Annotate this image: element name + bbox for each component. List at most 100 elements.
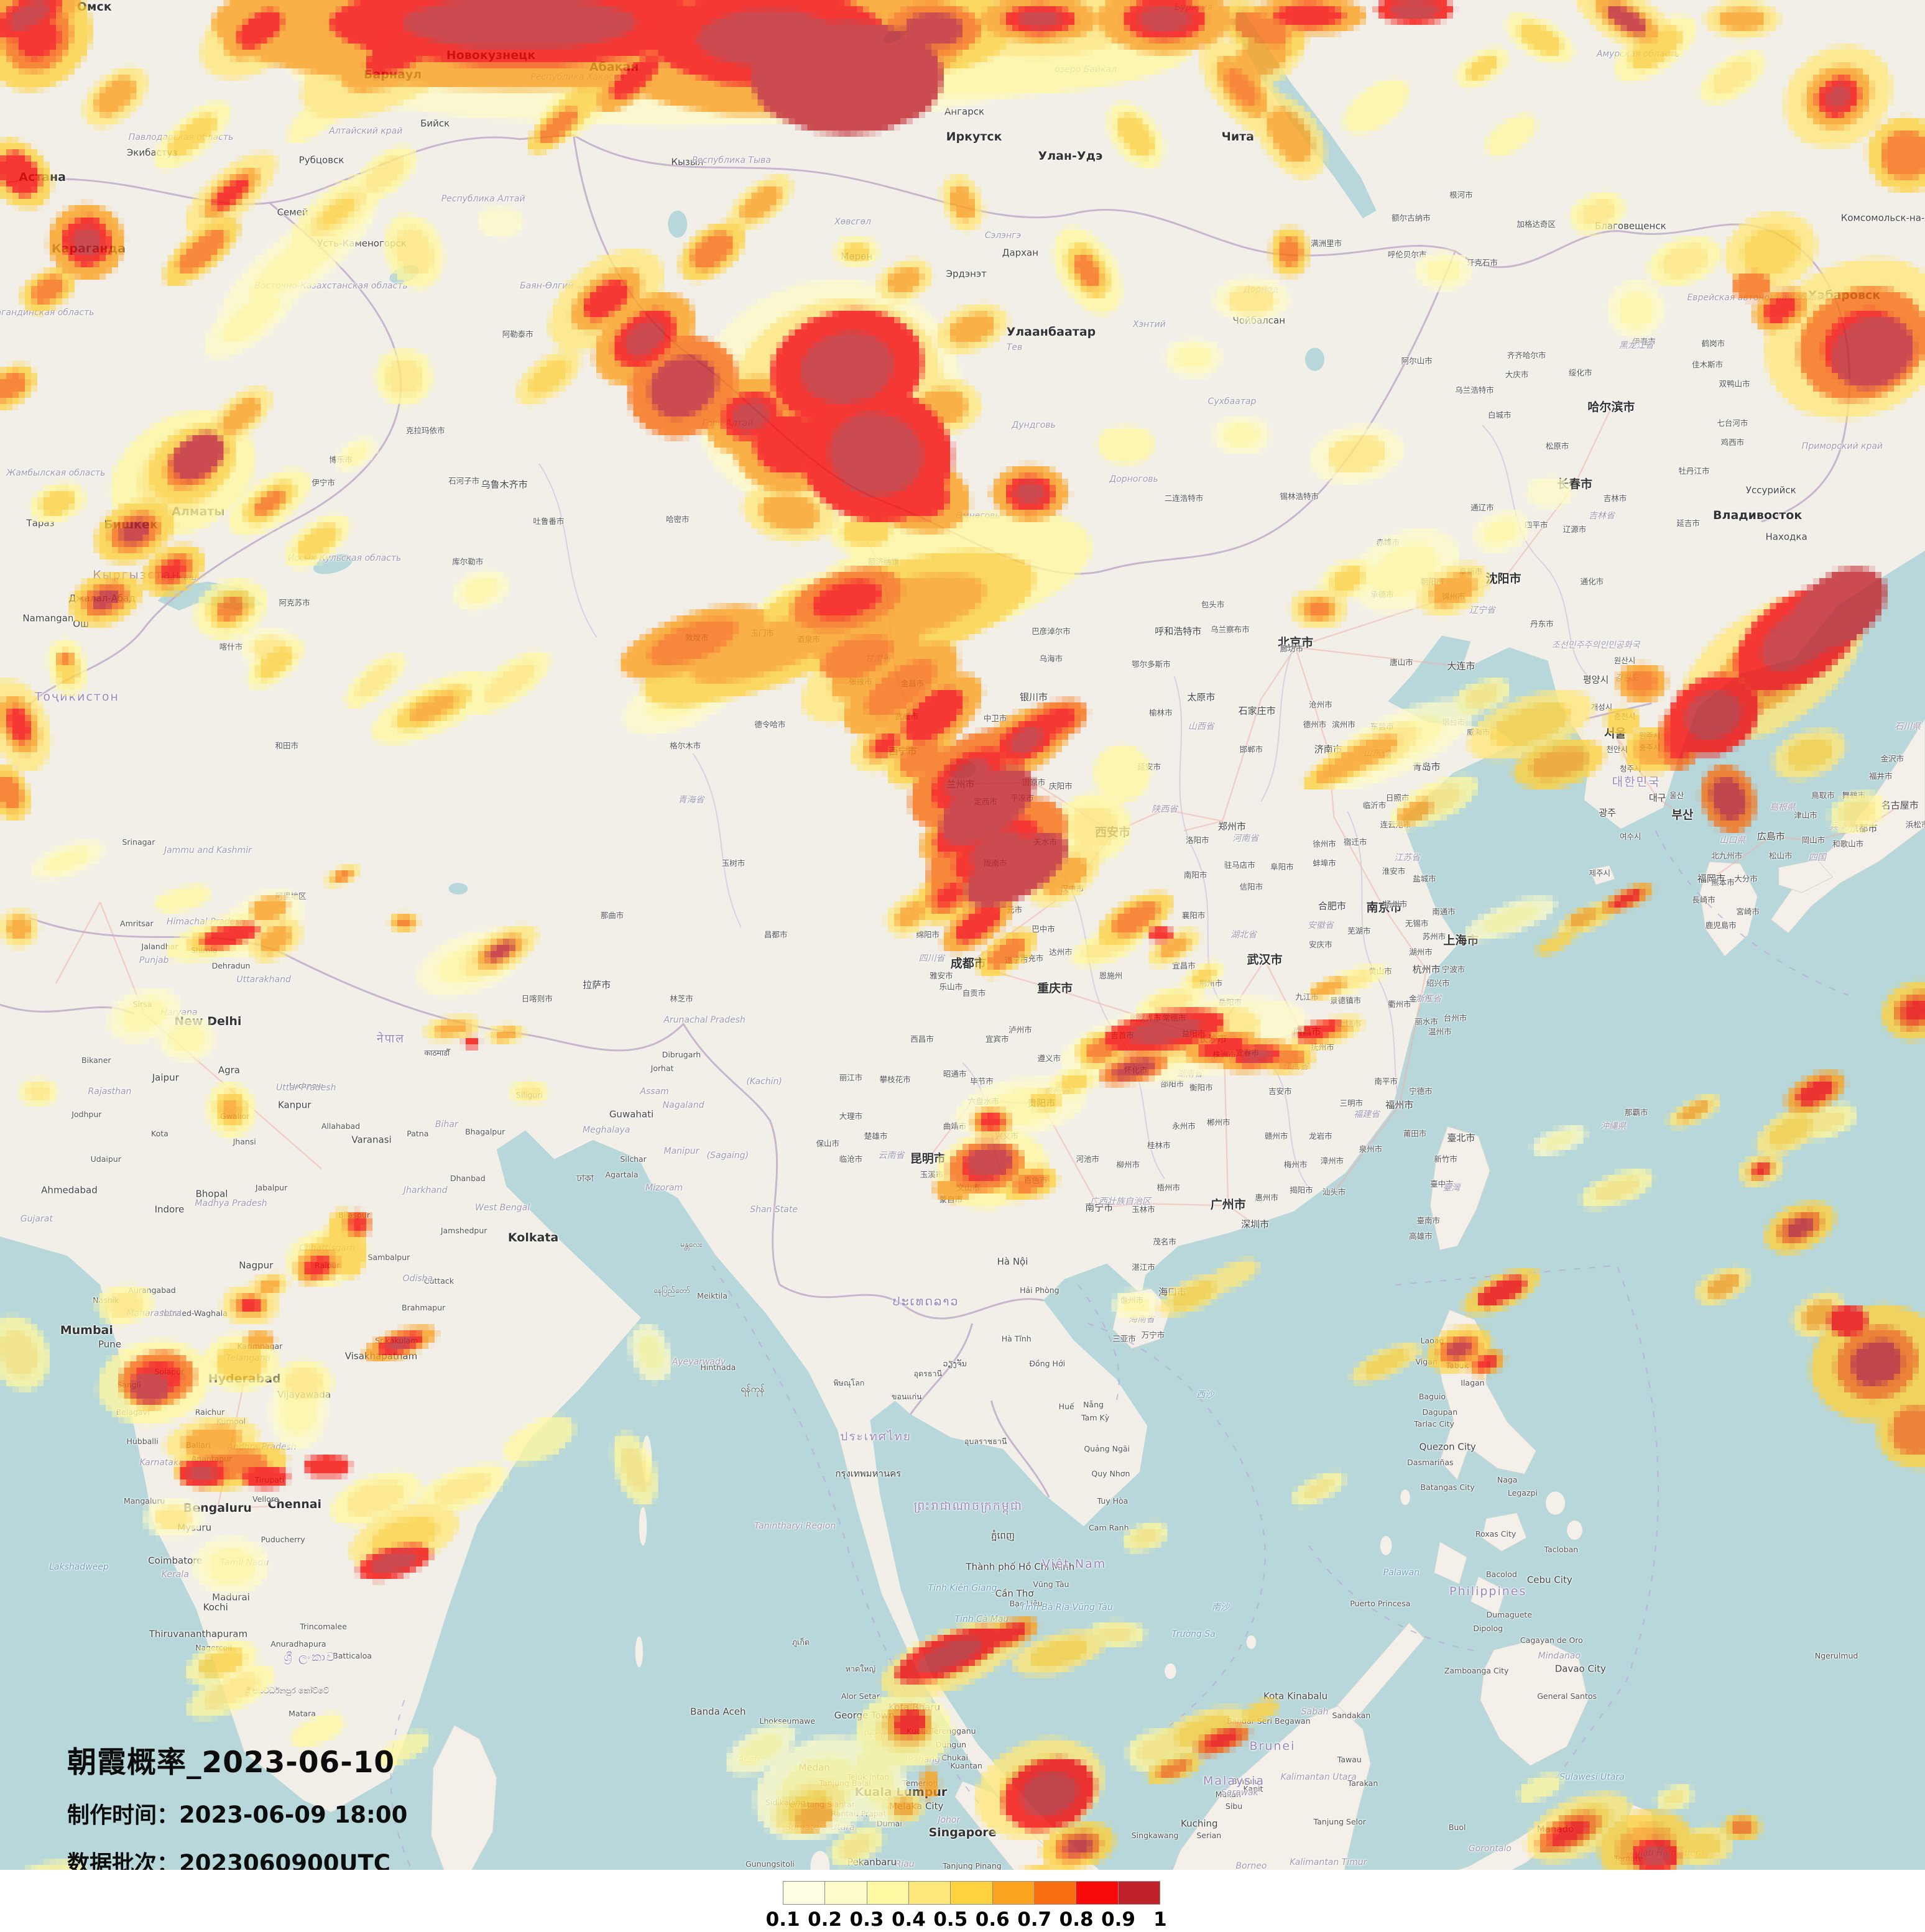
- town-label: Sangli: [117, 1380, 141, 1390]
- town-label: 克拉玛依市: [405, 425, 445, 435]
- region-label: Andhra Pradesh: [227, 1442, 297, 1452]
- town-label: 梧州市: [1156, 1183, 1181, 1193]
- town-label: 玉树市: [721, 858, 746, 868]
- town-label: Jorhat: [650, 1063, 674, 1073]
- city-label: Алматы: [172, 504, 225, 518]
- region-label: 島根県: [1769, 803, 1796, 813]
- region-label: Haryana: [160, 1007, 198, 1018]
- town-label: 遂宁市: [1004, 955, 1028, 965]
- town-label: 和田市: [275, 740, 299, 750]
- town-label: Dagupan: [1422, 1407, 1458, 1417]
- town-label: 芜湖市: [1347, 926, 1371, 936]
- town-label: 六盘水市: [968, 1096, 1000, 1106]
- town-label: काठमाडौँ: [424, 1047, 450, 1057]
- region-label: Баян-Өлгий: [520, 280, 574, 291]
- town-label: Buol: [1448, 1822, 1466, 1832]
- town-label: 邵阳市: [1160, 1079, 1184, 1088]
- town-label: 永州市: [1172, 1121, 1196, 1131]
- town-label: Bilaspur: [338, 1210, 371, 1220]
- town-label: Srikakulam: [375, 1335, 418, 1345]
- town-label: Trincomalee: [300, 1621, 347, 1631]
- town-label: 舞鶴市: [1842, 791, 1866, 801]
- city-label: Bengaluru: [183, 1501, 252, 1516]
- town-label: 吐鲁番市: [533, 516, 565, 526]
- region-label: 石川県: [1895, 721, 1921, 732]
- town-label: 阿勒泰市: [502, 329, 533, 339]
- region-label: Gujarat: [20, 1214, 53, 1225]
- town-label: Singkawang: [1131, 1830, 1179, 1840]
- town-label: Quy Nhơn: [1091, 1469, 1130, 1479]
- region-label: Приморский край: [1801, 441, 1883, 451]
- city-label: Kuching: [1181, 1818, 1218, 1829]
- city-label: 西宁市: [889, 745, 917, 757]
- town-label: 保山市: [816, 1138, 840, 1148]
- city-label: Комсомольск-на-Амуре: [1840, 212, 1925, 224]
- town-label: Batticaloa: [333, 1650, 372, 1660]
- town-label: 烟台市: [1441, 717, 1466, 727]
- town-label: Matara: [289, 1708, 316, 1718]
- city-label: 长春市: [1557, 477, 1593, 492]
- country-label: Тоҷикистон: [34, 690, 119, 704]
- town-label: 郴州市: [1207, 1117, 1230, 1127]
- town-label: Solapur: [154, 1366, 185, 1376]
- region-label: Himachal Pradesh: [166, 916, 246, 927]
- region-label: Pulau Halmahera: [1630, 1847, 1705, 1858]
- city-label: Астана: [19, 170, 66, 184]
- region-label: 山西省: [1188, 721, 1214, 732]
- town-label: 东营市: [1370, 721, 1394, 731]
- town-label: 中卫市: [983, 713, 1007, 723]
- town-label: 松原市: [1545, 441, 1569, 451]
- region-label: 河南省: [1232, 833, 1259, 844]
- water-label: 西沙: [1196, 1389, 1214, 1400]
- region-label: 沖縄県: [1600, 1121, 1627, 1131]
- town-label: 根河市: [1449, 190, 1473, 200]
- region-label: Jharkhand: [403, 1185, 448, 1195]
- town-label: 衢州市: [1388, 999, 1411, 1009]
- town-label: Dumaguete: [1486, 1610, 1533, 1620]
- city-label: Бишкек: [104, 518, 158, 532]
- region-label: Дорнод: [1243, 285, 1278, 295]
- made-time-line: 制作时间：2023-06-09 18:00: [67, 1797, 407, 1829]
- town-label: Nashik: [93, 1295, 119, 1305]
- region-label: Алтайский край: [329, 126, 403, 137]
- city-label: 呼和浩特市: [1155, 625, 1202, 637]
- town-label: Quảng Ngãi: [1084, 1443, 1130, 1453]
- legend-tick-label: 0.6: [975, 1908, 1010, 1931]
- town-label: Amritsar: [120, 918, 154, 928]
- city-label: Чойбалсан: [1232, 315, 1286, 326]
- made-time-label: 制作时间：: [67, 1803, 180, 1828]
- water-label: Tỉnh Kiên Giang: [928, 1583, 997, 1593]
- town-label: Aurangabad: [128, 1285, 176, 1295]
- legend-tick-labels: 0.1 0.2 0.3 0.4 0.5 0.6 0.7 0.8 0.9 1: [0, 1908, 1925, 1932]
- town-label: 赣州市: [1264, 1131, 1288, 1141]
- region-label: Павлодарская область: [128, 132, 234, 142]
- town-label: 徐州市: [1313, 839, 1336, 849]
- city-label: 哈尔滨市: [1587, 400, 1635, 414]
- town-label: Dasmariñas: [1407, 1457, 1454, 1467]
- region-label: Kalimantan Utara: [1280, 1772, 1357, 1783]
- town-label: Jalandhar: [141, 941, 178, 951]
- town-label: 여수시: [1620, 831, 1641, 841]
- country-label: Philippines: [1449, 1585, 1527, 1599]
- town-label: 绥化市: [1569, 367, 1592, 377]
- town-label: 宜昌市: [1172, 960, 1196, 970]
- city-label: Усть-Каменогорск: [317, 237, 407, 249]
- town-label: မန္တလေး: [680, 1239, 703, 1249]
- region-label: 山口県: [1719, 835, 1746, 845]
- town-label: 二连浩特市: [1164, 493, 1204, 503]
- region-label: 陕西省: [1152, 804, 1178, 815]
- city-label: Благовещенск: [1594, 220, 1666, 231]
- town-label: 玉门市: [750, 628, 774, 638]
- town-label: Karimnagar: [237, 1341, 283, 1351]
- town-label: 茂名市: [1153, 1237, 1176, 1247]
- town-label: 那曲市: [600, 911, 624, 920]
- town-label: Sambalpur: [367, 1253, 410, 1263]
- town-label: Ngerulmud: [1814, 1650, 1858, 1660]
- region-label: Тев: [1006, 343, 1023, 353]
- town-label: 惠州市: [1255, 1192, 1278, 1202]
- town-label: 吉首市: [1110, 1030, 1134, 1040]
- town-label: Silchar: [620, 1154, 647, 1164]
- city-label: Мөрөн: [841, 251, 873, 262]
- city-label: 서울: [1604, 727, 1627, 741]
